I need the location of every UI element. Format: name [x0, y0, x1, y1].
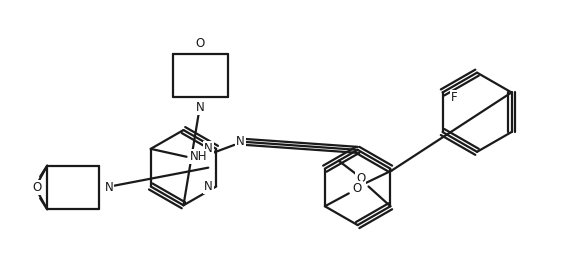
Text: N: N: [236, 136, 245, 149]
Text: N: N: [196, 101, 205, 114]
Text: O: O: [196, 37, 205, 50]
Text: O: O: [33, 181, 42, 194]
Text: N: N: [204, 142, 212, 155]
Text: N: N: [105, 181, 113, 194]
Text: NH: NH: [190, 150, 207, 163]
Text: O: O: [352, 182, 362, 195]
Text: F: F: [451, 91, 458, 104]
Text: N: N: [204, 180, 212, 193]
Text: O: O: [356, 172, 365, 185]
